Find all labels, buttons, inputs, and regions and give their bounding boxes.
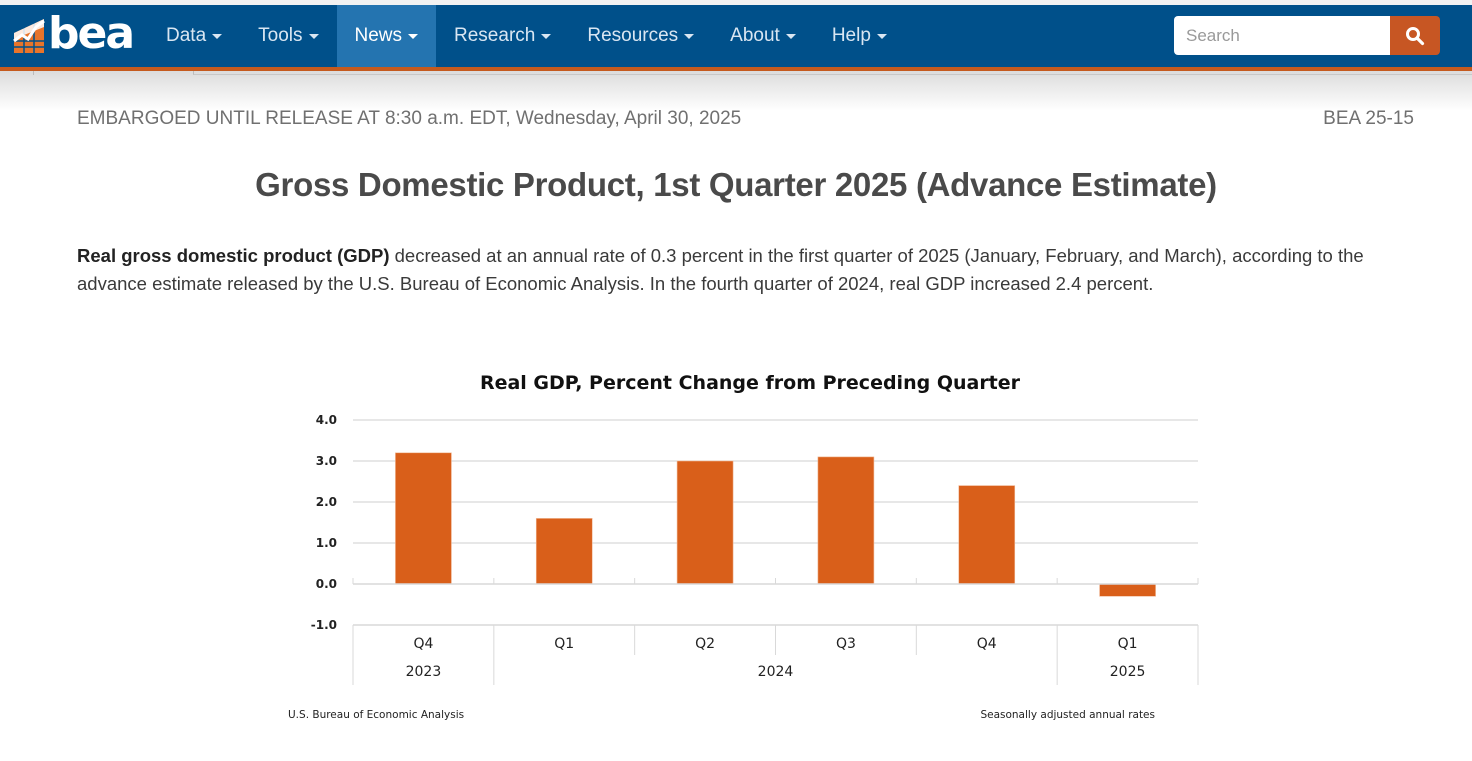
chart-source-note: U.S. Bureau of Economic Analysis [288,709,464,721]
nav-news[interactable]: News [336,5,437,67]
chart-y-axis: 4.0 3.0 2.0 1.0 0.0 -1.0 [311,413,337,632]
y-tick-label: -1.0 [311,618,337,632]
nav-help-label: Help [831,25,871,46]
page-title: Gross Domestic Product, 1st Quarter 2025… [255,166,1217,203]
x-category-label: Q2 [695,636,715,652]
x-category-label: Q4 [977,636,997,652]
nav-data[interactable]: Data [148,5,240,67]
nav-data-label: Data [166,25,207,46]
x-category-label: Q1 [554,636,574,652]
divider [193,71,1472,75]
bar-3 [817,456,875,585]
subnav-shadow [0,71,1472,111]
caret-down-icon [408,33,419,39]
chart-logo-icon [13,19,45,53]
search-button[interactable] [1390,16,1440,55]
logo-wordmark: bea [48,8,135,59]
nav-resources-label: Resources [587,25,679,46]
caret-down-icon [212,33,223,39]
embargo-notice: EMBARGOED UNTIL RELEASE AT 8:30 a.m. EDT… [77,108,742,129]
caret-down-icon [684,33,695,39]
nav-research[interactable]: Research [436,5,569,67]
bar-5 [1099,583,1156,597]
bar-4 [958,485,1016,585]
nav-help[interactable]: Help [814,5,905,67]
x-group-label: 2025 [1110,664,1146,680]
intro-bold-term: Real gross domestic product (GDP) [77,245,390,266]
chart-rate-note: Seasonally adjusted annual rates [980,709,1155,721]
bar-0 [395,452,452,585]
search-form [1174,16,1440,55]
caret-down-icon [308,33,319,39]
caret-down-icon [541,33,552,39]
bea-logo[interactable]: bea [0,5,148,67]
chart-gridlines [353,419,1198,626]
magnifier-icon [1406,26,1425,45]
x-category-label: Q3 [836,636,856,652]
gdp-chart: Real GDP, Percent Change from Preceding … [270,360,1230,740]
caret-down-icon [785,33,796,39]
intro-text: decreased at an annual rate of 0.3 perce… [77,245,1364,294]
gdp-chart-svg: Real GDP, Percent Change from Preceding … [288,372,1199,721]
nav-resources[interactable]: Resources [569,5,712,67]
y-tick-label: 0.0 [316,577,337,591]
nav-tools[interactable]: Tools [240,5,336,67]
x-category-label: Q1 [1118,636,1138,652]
intro-paragraph: Real gross domestic product (GDP) decrea… [77,242,1422,298]
nav-news-label: News [354,25,403,46]
chart-title: Real GDP, Percent Change from Preceding … [480,372,1021,394]
y-tick-label: 2.0 [316,495,337,509]
nav-about-label: About [730,25,780,46]
search-input[interactable] [1174,16,1390,55]
y-tick-label: 3.0 [316,454,337,468]
chart-x-axis: Q4 Q1 Q2 Q3 Q4 Q1 2023 2024 2025 [352,578,1199,685]
browser-top-strip [0,0,1472,5]
chart-bars [395,452,1156,597]
caret-down-icon [876,33,887,39]
y-tick-label: 4.0 [316,413,337,427]
bar-1 [535,518,593,585]
bar-2 [676,460,734,585]
nav-about[interactable]: About [712,5,814,67]
release-number: BEA 25-15 [1323,108,1414,129]
release-header: EMBARGOED UNTIL RELEASE AT 8:30 a.m. EDT… [77,108,1414,130]
x-category-label: Q4 [413,636,433,652]
nav-tools-label: Tools [258,25,303,46]
x-group-label: 2023 [406,664,442,680]
x-group-label: 2024 [758,664,794,680]
divider [33,71,34,75]
main-navbar: bea Data Tools News Research Resources A… [0,5,1472,71]
nav-research-label: Research [454,25,536,46]
y-tick-label: 1.0 [316,536,337,550]
